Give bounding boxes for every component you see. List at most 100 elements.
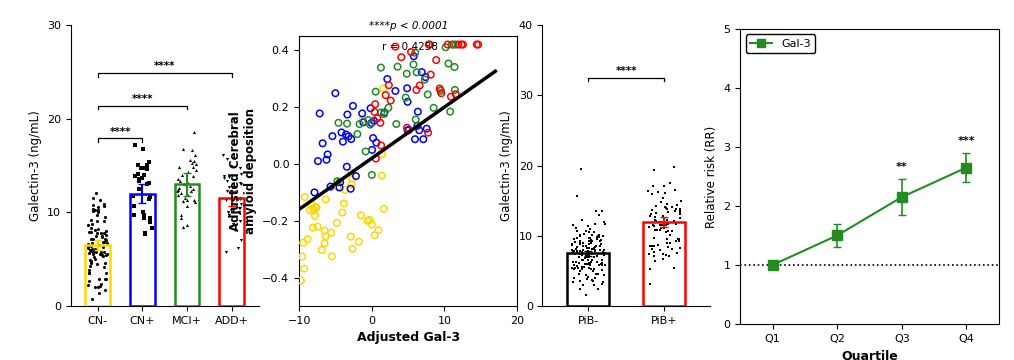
Point (349, 131, 365, 137)
Point (662, 232, 678, 238)
Point (362, 217, 378, 223)
Point (447, 91, 463, 97)
Point (99, 251, 116, 257)
Point (93, 233, 110, 239)
Point (664, 228, 680, 234)
Point (572, 238, 588, 244)
Point (84, 296, 100, 302)
Point (662, 180, 678, 186)
Point (569, 248, 585, 254)
Point (332, 185, 348, 190)
Point (594, 208, 610, 214)
Point (136, 212, 152, 218)
Point (657, 204, 673, 210)
Point (335, 139, 351, 145)
Point (581, 260, 597, 265)
Point (658, 236, 674, 242)
Point (580, 257, 596, 262)
Point (569, 263, 585, 269)
Point (595, 247, 611, 253)
Point (221, 184, 237, 190)
Point (134, 176, 150, 181)
Point (400, 99, 416, 105)
Point (98, 228, 115, 234)
Point (374, 173, 390, 179)
Point (343, 186, 359, 192)
Point (671, 236, 687, 242)
Point (188, 152, 204, 158)
Point (415, 136, 431, 142)
Point (588, 236, 604, 242)
Point (655, 195, 671, 201)
Point (83, 247, 99, 253)
Point (368, 156, 384, 161)
Point (387, 88, 404, 94)
Point (179, 192, 196, 198)
Point (582, 259, 598, 265)
Point (571, 261, 587, 266)
Point (445, 42, 461, 48)
Point (564, 265, 580, 271)
Point (565, 279, 581, 285)
Point (669, 202, 685, 208)
Point (344, 182, 360, 188)
Point (594, 262, 610, 267)
Bar (643, 222, 685, 306)
Point (344, 176, 360, 181)
Point (580, 261, 596, 267)
Point (446, 64, 462, 70)
Point (672, 210, 689, 215)
Point (419, 126, 435, 132)
Point (591, 262, 607, 268)
Point (583, 266, 599, 272)
Point (84, 248, 100, 254)
Point (364, 147, 380, 153)
Point (648, 210, 664, 216)
Point (216, 174, 232, 179)
Point (582, 262, 598, 268)
Point (655, 256, 671, 262)
Point (593, 261, 609, 267)
Point (85, 208, 101, 214)
Point (661, 253, 677, 259)
Point (299, 236, 315, 242)
Point (583, 277, 599, 283)
Point (397, 95, 414, 100)
Point (183, 157, 199, 163)
Point (656, 220, 672, 226)
Point (232, 205, 248, 211)
Point (231, 180, 247, 186)
Point (567, 265, 583, 271)
Point (365, 135, 381, 141)
Point (644, 191, 660, 197)
Point (644, 243, 660, 249)
Point (216, 175, 232, 180)
Point (184, 147, 200, 153)
Point (646, 223, 662, 229)
Point (589, 234, 605, 239)
Point (442, 109, 458, 114)
Point (645, 222, 661, 228)
Point (433, 88, 449, 94)
Point (336, 201, 352, 206)
Point (308, 204, 324, 210)
Point (88, 218, 104, 224)
Point (136, 166, 152, 171)
Point (131, 186, 147, 192)
Point (341, 133, 357, 139)
Point (135, 209, 151, 215)
Point (331, 120, 347, 126)
Point (579, 223, 595, 229)
Point (226, 184, 242, 190)
Point (588, 208, 604, 213)
Point (588, 253, 604, 259)
Point (376, 111, 392, 117)
Point (587, 247, 603, 253)
Point (319, 152, 336, 157)
Point (596, 221, 612, 227)
Point (447, 42, 463, 48)
Point (585, 266, 601, 272)
Point (337, 187, 353, 193)
Point (97, 214, 114, 220)
Point (650, 190, 666, 195)
